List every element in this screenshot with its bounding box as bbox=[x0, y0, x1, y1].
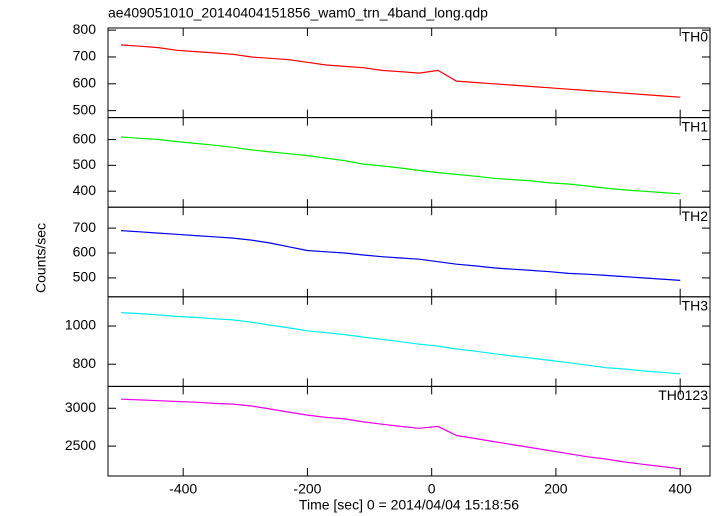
y-tick-label: 500 bbox=[73, 101, 97, 117]
panel-label: TH0123 bbox=[658, 387, 708, 403]
panel-frame bbox=[107, 117, 711, 208]
series-line bbox=[120, 230, 681, 281]
series-line bbox=[120, 44, 681, 98]
y-tick-label: 3000 bbox=[65, 399, 96, 415]
series-line bbox=[120, 398, 681, 470]
y-tick-label: 800 bbox=[73, 355, 97, 371]
panel-label: TH1 bbox=[682, 118, 709, 134]
y-tick-label: 800 bbox=[73, 21, 97, 37]
y-axis-label: Counts/sec bbox=[33, 223, 49, 293]
y-tick-label: 1000 bbox=[65, 317, 96, 333]
x-tick-label: 0 bbox=[428, 481, 436, 497]
y-tick-label: 700 bbox=[73, 219, 97, 235]
panel-frame bbox=[107, 206, 711, 298]
y-tick-label: 600 bbox=[73, 244, 97, 260]
panel-frame bbox=[107, 296, 711, 387]
series-line bbox=[120, 312, 681, 375]
panel-label: TH2 bbox=[682, 208, 709, 224]
series-line bbox=[120, 136, 681, 195]
y-tick-label: 600 bbox=[73, 130, 97, 146]
panel-label: TH0 bbox=[682, 29, 709, 45]
y-tick-label: 600 bbox=[73, 75, 97, 91]
x-tick-label: 200 bbox=[544, 481, 568, 497]
panel-frame bbox=[107, 385, 711, 477]
y-tick-label: 400 bbox=[73, 182, 97, 198]
x-tick-label: 400 bbox=[668, 481, 692, 497]
y-tick-label: 700 bbox=[73, 48, 97, 64]
y-tick-label: 500 bbox=[73, 156, 97, 172]
y-tick-label: 2500 bbox=[65, 437, 96, 453]
x-tick-label: -200 bbox=[293, 481, 321, 497]
x-tick-label: -400 bbox=[169, 481, 197, 497]
x-axis-label: Time [sec] 0 = 2014/04/04 15:18:56 bbox=[299, 497, 519, 513]
panel-label: TH3 bbox=[682, 298, 709, 314]
chart-title: ae409051010_20140404151856_wam0_trn_4ban… bbox=[108, 5, 488, 21]
y-tick-label: 500 bbox=[73, 269, 97, 285]
